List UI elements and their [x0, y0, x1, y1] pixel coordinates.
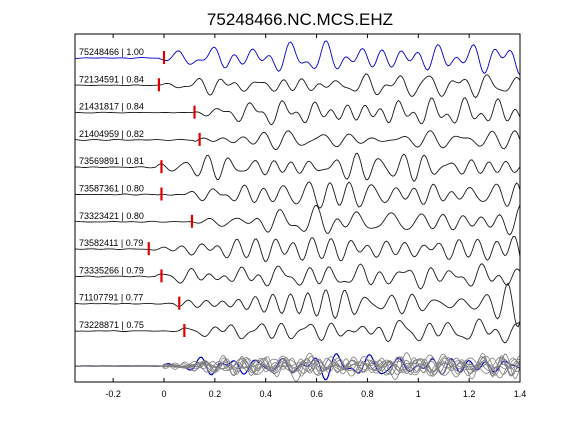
trace-10 [74, 318, 521, 344]
trace-8 [74, 263, 521, 290]
trace-3 [74, 130, 521, 151]
plot-area: 75248466 | 1.00 72134591 | 0.84 21431817 |… [74, 40, 521, 382]
trace-label-8: 73335266 | 0.79 [79, 265, 144, 275]
trace-6 [74, 204, 521, 236]
x-tick-label-5: 0.8 [361, 389, 374, 399]
trace-9 [74, 282, 521, 328]
trace-label-4: 73569891 | 0.81 [79, 156, 144, 166]
trace-label-5: 73587361 | 0.80 [79, 184, 144, 194]
trace-label-2: 21431817 | 0.84 [79, 102, 144, 112]
trace-label-10: 73228871 | 0.75 [79, 320, 144, 330]
trace-0 [74, 40, 521, 76]
trace-5 [74, 181, 521, 209]
axes-frame [74, 33, 521, 383]
trace-label-9: 71107791 | 0.77 [79, 293, 143, 303]
x-tick-label-3: 0.4 [259, 389, 272, 399]
trace-2 [74, 97, 521, 126]
x-tick-label-0: -0.2 [105, 389, 121, 399]
trace-4 [74, 152, 521, 183]
trace-label-1: 72134591 | 0.84 [79, 74, 144, 84]
trace-label-0: 75248466 | 1.00 [79, 47, 144, 57]
trace-label-6: 73323421 | 0.80 [79, 211, 144, 221]
x-tick-label-1: 0 [161, 389, 166, 399]
x-tick-label-8: 1.4 [514, 389, 527, 399]
chart-title: 75248466.NC.MCS.EHZ [207, 10, 393, 29]
x-axis: -0.2 0 0.2 0.4 0.6 0.8 1 1.2 1.4 [105, 34, 526, 399]
x-tick-label-7: 1.2 [463, 389, 476, 399]
trace-label-3: 21404959 | 0.82 [79, 129, 144, 139]
trace-1 [75, 73, 521, 99]
x-tick-label-4: 0.6 [310, 389, 323, 399]
x-tick-label-2: 0.2 [209, 389, 222, 399]
trace-label-7: 73582411 | 0.79 [79, 238, 143, 248]
overlay-trace-10 [75, 353, 521, 378]
x-tick-label-6: 1 [416, 389, 421, 399]
